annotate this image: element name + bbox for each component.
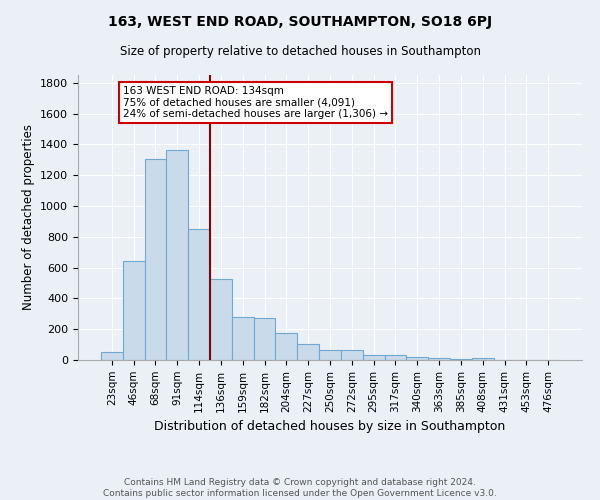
Bar	[450, 359, 472, 360]
Y-axis label: Number of detached properties: Number of detached properties	[22, 124, 35, 310]
Bar	[385, 354, 406, 360]
Bar	[275, 333, 297, 360]
Bar	[406, 357, 428, 360]
Bar	[101, 352, 123, 360]
Bar	[145, 159, 166, 360]
Bar	[166, 150, 188, 360]
Bar	[319, 350, 341, 360]
Bar	[341, 350, 363, 360]
Bar	[210, 279, 232, 360]
Bar	[188, 229, 210, 360]
Text: Contains HM Land Registry data © Crown copyright and database right 2024.
Contai: Contains HM Land Registry data © Crown c…	[103, 478, 497, 498]
Bar	[363, 354, 385, 360]
Text: Size of property relative to detached houses in Southampton: Size of property relative to detached ho…	[119, 45, 481, 58]
Bar	[472, 358, 494, 360]
Bar	[428, 358, 450, 360]
Bar	[297, 344, 319, 360]
Bar	[123, 260, 145, 360]
Bar	[254, 318, 275, 360]
Text: 163 WEST END ROAD: 134sqm
75% of detached houses are smaller (4,091)
24% of semi: 163 WEST END ROAD: 134sqm 75% of detache…	[123, 86, 388, 119]
X-axis label: Distribution of detached houses by size in Southampton: Distribution of detached houses by size …	[154, 420, 506, 433]
Text: 163, WEST END ROAD, SOUTHAMPTON, SO18 6PJ: 163, WEST END ROAD, SOUTHAMPTON, SO18 6P…	[108, 15, 492, 29]
Bar	[232, 317, 254, 360]
